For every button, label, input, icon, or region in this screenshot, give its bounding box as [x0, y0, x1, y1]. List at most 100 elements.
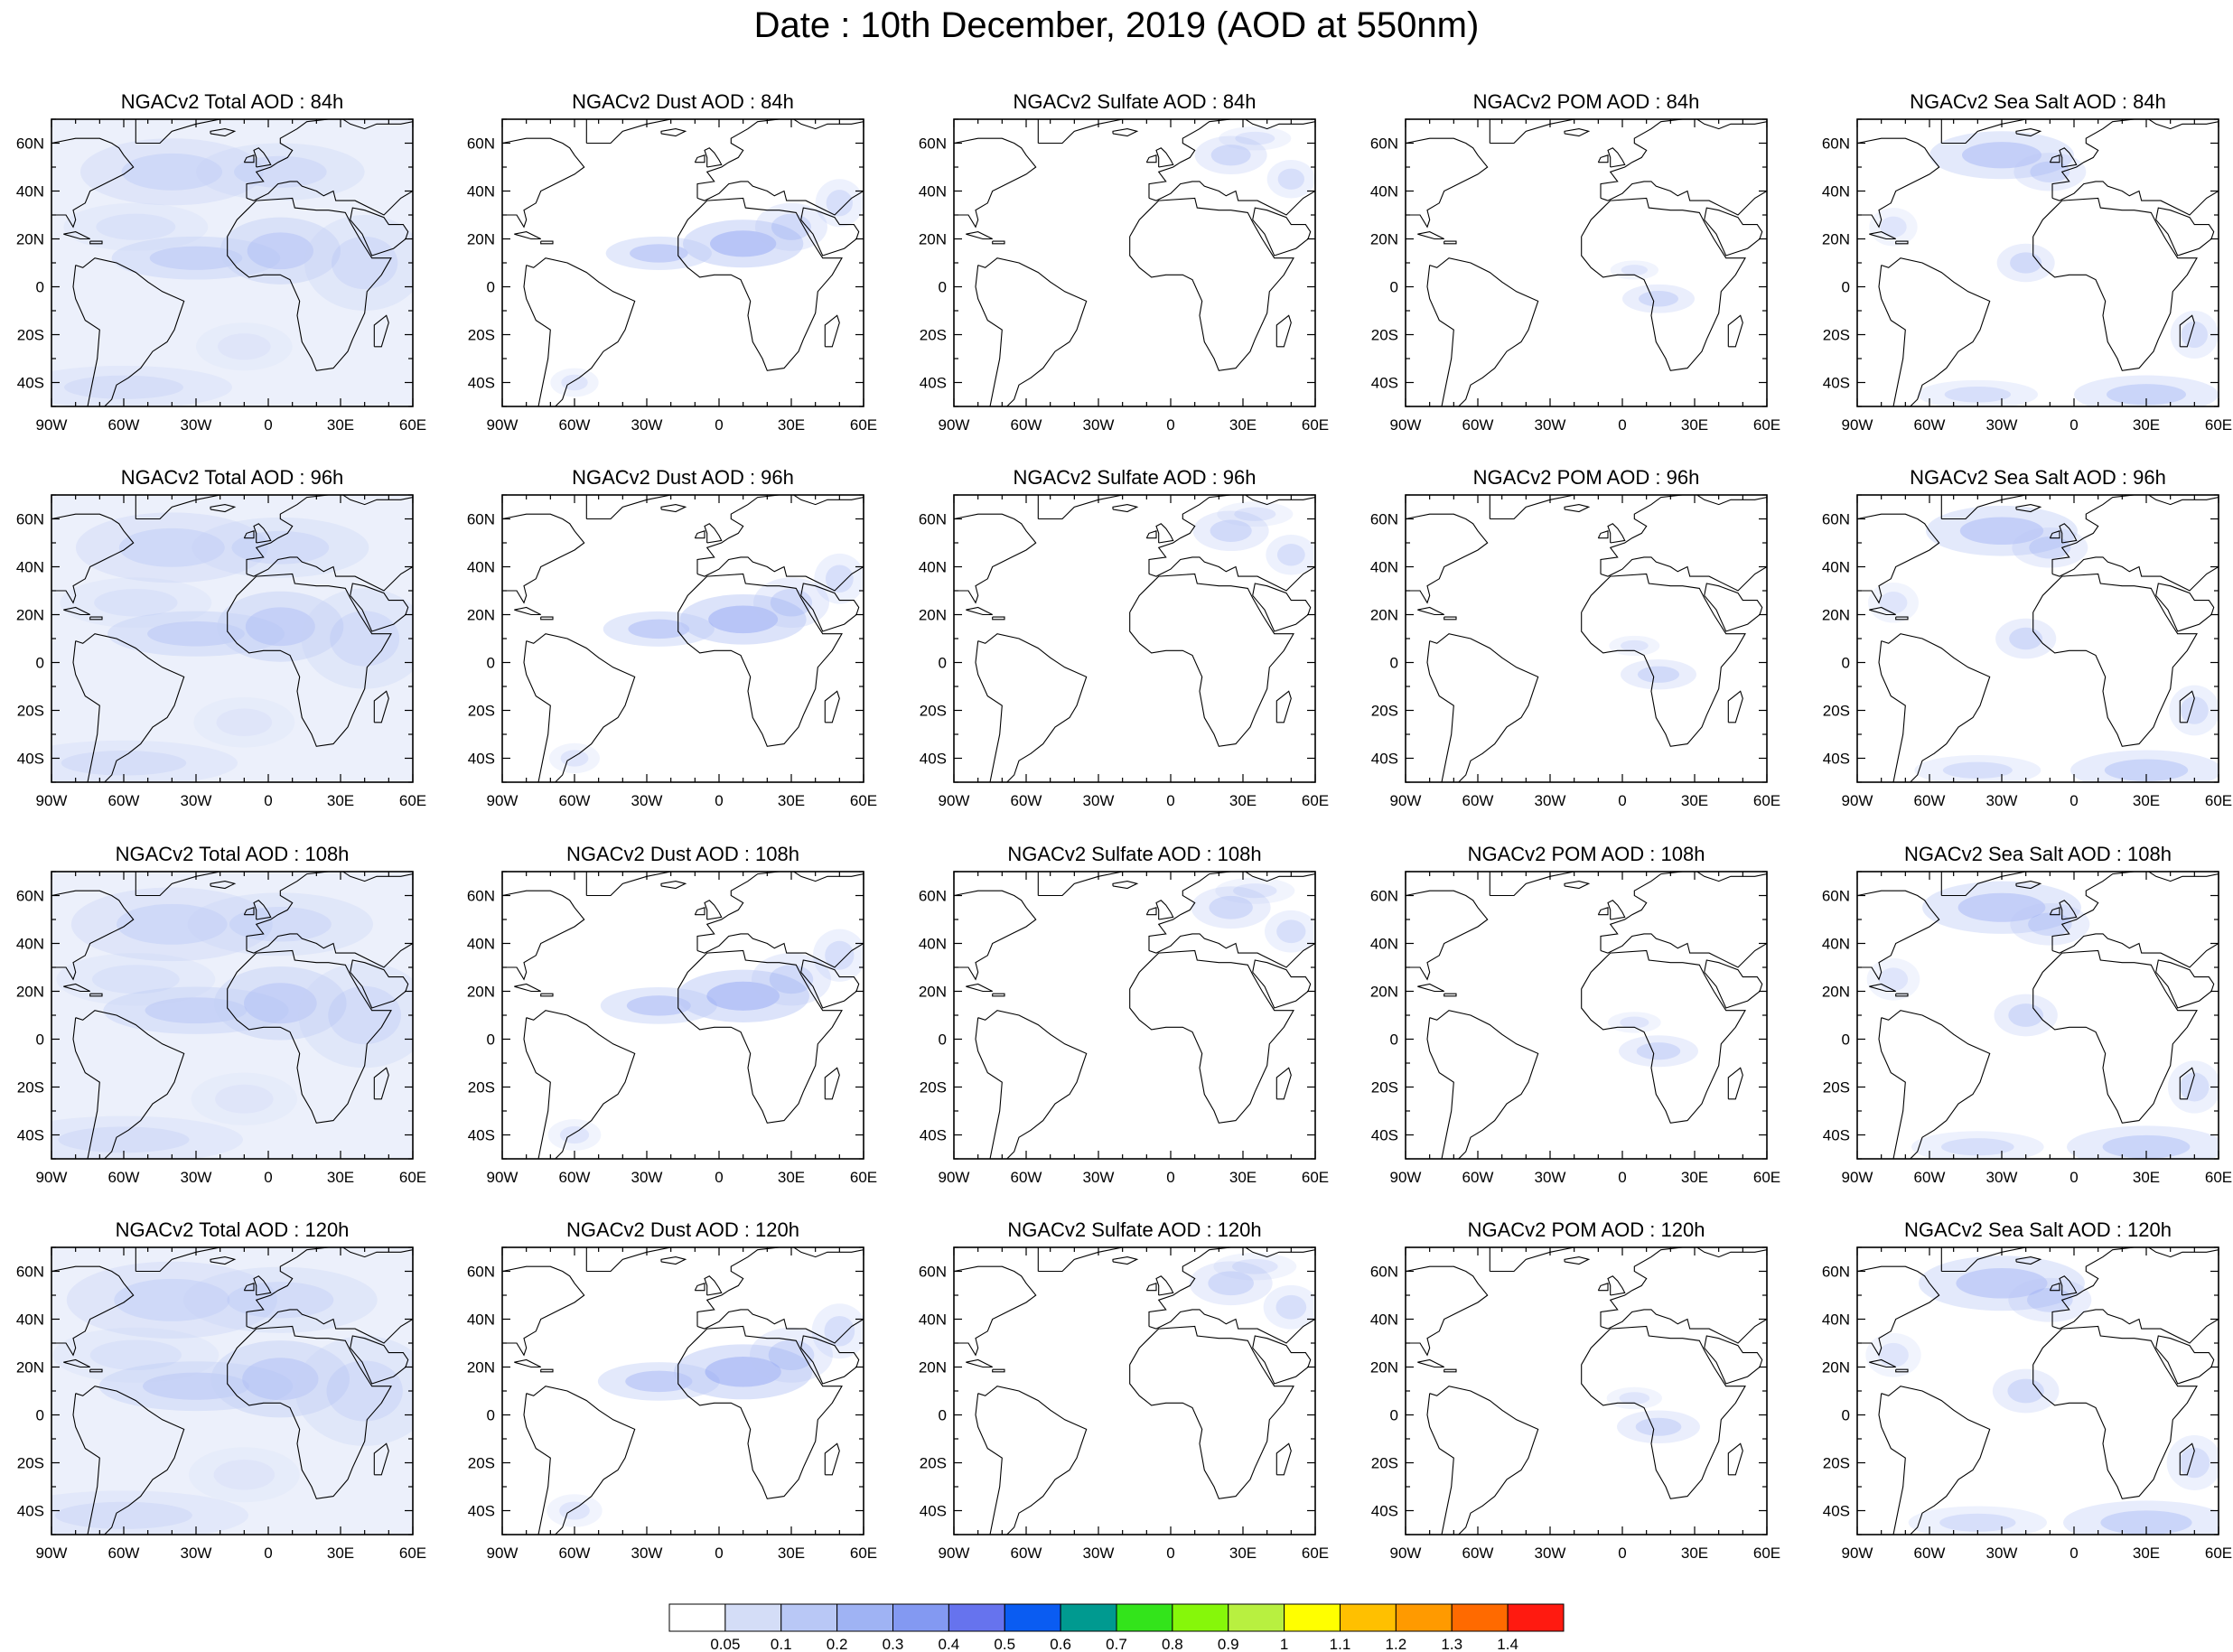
map-background [1406, 495, 1767, 782]
aod-plume [1606, 1386, 1663, 1410]
aod-plume [1622, 284, 1695, 313]
lon-tick-label: 0 [2069, 1545, 2078, 1562]
aod-field [51, 1247, 413, 1535]
coastline [1607, 147, 1626, 168]
lon-tick-label: 60E [399, 1545, 426, 1562]
lat-tick-label: 40S [17, 1503, 44, 1520]
aod-plume-core [1620, 1016, 1649, 1029]
coastline [954, 1265, 1037, 1357]
lat-tick-label: 0 [939, 279, 947, 296]
coastline [373, 314, 389, 348]
aod-plume-core [769, 965, 814, 994]
lon-tick-label: 30W [1535, 1169, 1566, 1186]
lon-tick-label: 30E [327, 1545, 354, 1562]
lat-tick-label: 20S [468, 1079, 495, 1097]
lat-tick-label: 20N [467, 1359, 495, 1377]
lon-tick-label: 30E [1681, 1169, 1708, 1186]
lat-tick-label: 60N [919, 888, 947, 905]
colorbar-swatch [892, 1603, 949, 1632]
map-panel: NGACv2 Total AOD : 108h 90W 60W 30W 0 30E 60E 6… [16, 843, 426, 1186]
lat-tick-label: 20S [1371, 703, 1398, 720]
aod-plume-core [117, 903, 228, 945]
aod-plume [51, 1115, 243, 1159]
lon-tick-label: 30E [1229, 792, 1257, 809]
colorbar-label: 0.7 [1106, 1636, 1127, 1652]
lat-tick-label: 20N [16, 231, 44, 248]
coastline [210, 881, 237, 890]
lat-tick-label: 20N [16, 607, 44, 624]
map-panel: NGACv2 Dust AOD : 96h 90W 60W 30W 0 30E 60E 60N… [467, 466, 877, 809]
aod-plume-core [328, 985, 401, 1045]
coastline [1426, 1010, 1539, 1159]
lat-tick-label: 20S [468, 703, 495, 720]
map-panel: NGACv2 Total AOD : 96h 90W 60W 30W 0 30E 60E 60… [16, 466, 426, 809]
coastline [2179, 1067, 2195, 1100]
lon-tick-label: 0 [1166, 1545, 1174, 1562]
coastline [540, 616, 554, 621]
lat-tick-label: 40N [1370, 183, 1398, 201]
aod-plume [549, 742, 600, 774]
aod-plume [295, 1336, 413, 1446]
coastline [800, 583, 860, 632]
lat-tick-label: 40S [1823, 375, 1850, 392]
coastline [696, 872, 864, 968]
aod-plume [193, 696, 295, 748]
lat-tick-label: 40S [1823, 1503, 1850, 1520]
lat-tick-label: 20N [919, 984, 947, 1001]
lat-tick-label: 20S [1371, 1079, 1398, 1097]
lon-tick-label: 30E [778, 416, 805, 434]
coastline [694, 907, 705, 916]
lon-tick-label: 60E [2205, 1545, 2232, 1562]
lon-tick-label: 30E [327, 416, 354, 434]
coastline [72, 1386, 185, 1535]
coastline [72, 1010, 185, 1159]
coastline [243, 154, 255, 163]
lat-tick-label: 40S [468, 375, 495, 392]
aod-plume [1189, 1261, 1273, 1306]
lat-tick-label: 0 [939, 1031, 947, 1049]
coastline [51, 890, 135, 981]
aod-plume-core [1234, 507, 1276, 521]
lon-tick-label: 30E [1681, 416, 1708, 434]
lon-tick-label: 60E [1753, 416, 1780, 434]
coastline [704, 1275, 723, 1296]
coastline [1704, 207, 1763, 257]
colorbar-swatch [780, 1603, 838, 1632]
lon-tick-label: 0 [1618, 1169, 1626, 1186]
lat-tick-label: 0 [1842, 279, 1850, 296]
coastline [1112, 881, 1139, 890]
lat-tick-label: 0 [1390, 655, 1398, 672]
aod-plume [1191, 886, 1271, 929]
lat-tick-label: 60N [1370, 511, 1398, 528]
lat-tick-label: 40S [1371, 1503, 1398, 1520]
aod-plume [1266, 534, 1315, 575]
lon-tick-label: 30E [2133, 792, 2160, 809]
coastline [694, 530, 705, 539]
lon-tick-label: 30W [1535, 1545, 1566, 1562]
coastline [954, 137, 1037, 229]
lat-tick-label: 0 [487, 279, 495, 296]
map-background [1406, 1247, 1767, 1535]
aod-plume [60, 577, 212, 629]
coastline [1597, 1283, 1609, 1292]
aod-plume [814, 553, 864, 604]
aod-plume-core [1210, 145, 1251, 166]
coastline [1145, 530, 1157, 539]
aod-plume [301, 588, 413, 689]
lon-tick-label: 90W [1842, 792, 1873, 809]
coastline [1417, 231, 1444, 240]
aod-plume [1869, 208, 1918, 247]
colorbar-label: 1.2 [1386, 1636, 1407, 1652]
aod-plume-core [2100, 1510, 2192, 1535]
lat-tick-label: 0 [1842, 1407, 1850, 1424]
lon-tick-label: 30E [1681, 1545, 1708, 1562]
lon-tick-label: 60W [559, 1545, 591, 1562]
lat-tick-label: 40S [1371, 375, 1398, 392]
coastline [1148, 1247, 1315, 1344]
lon-tick-label: 30W [631, 792, 663, 809]
coastline [1145, 154, 1157, 163]
coastline [1406, 513, 1489, 604]
map-panel: NGACv2 Sea Salt AOD : 120h 90W 60W 30W 0 30E 6… [1822, 1218, 2232, 1562]
panel-title: NGACv2 POM AOD : 108h [1468, 843, 1705, 865]
